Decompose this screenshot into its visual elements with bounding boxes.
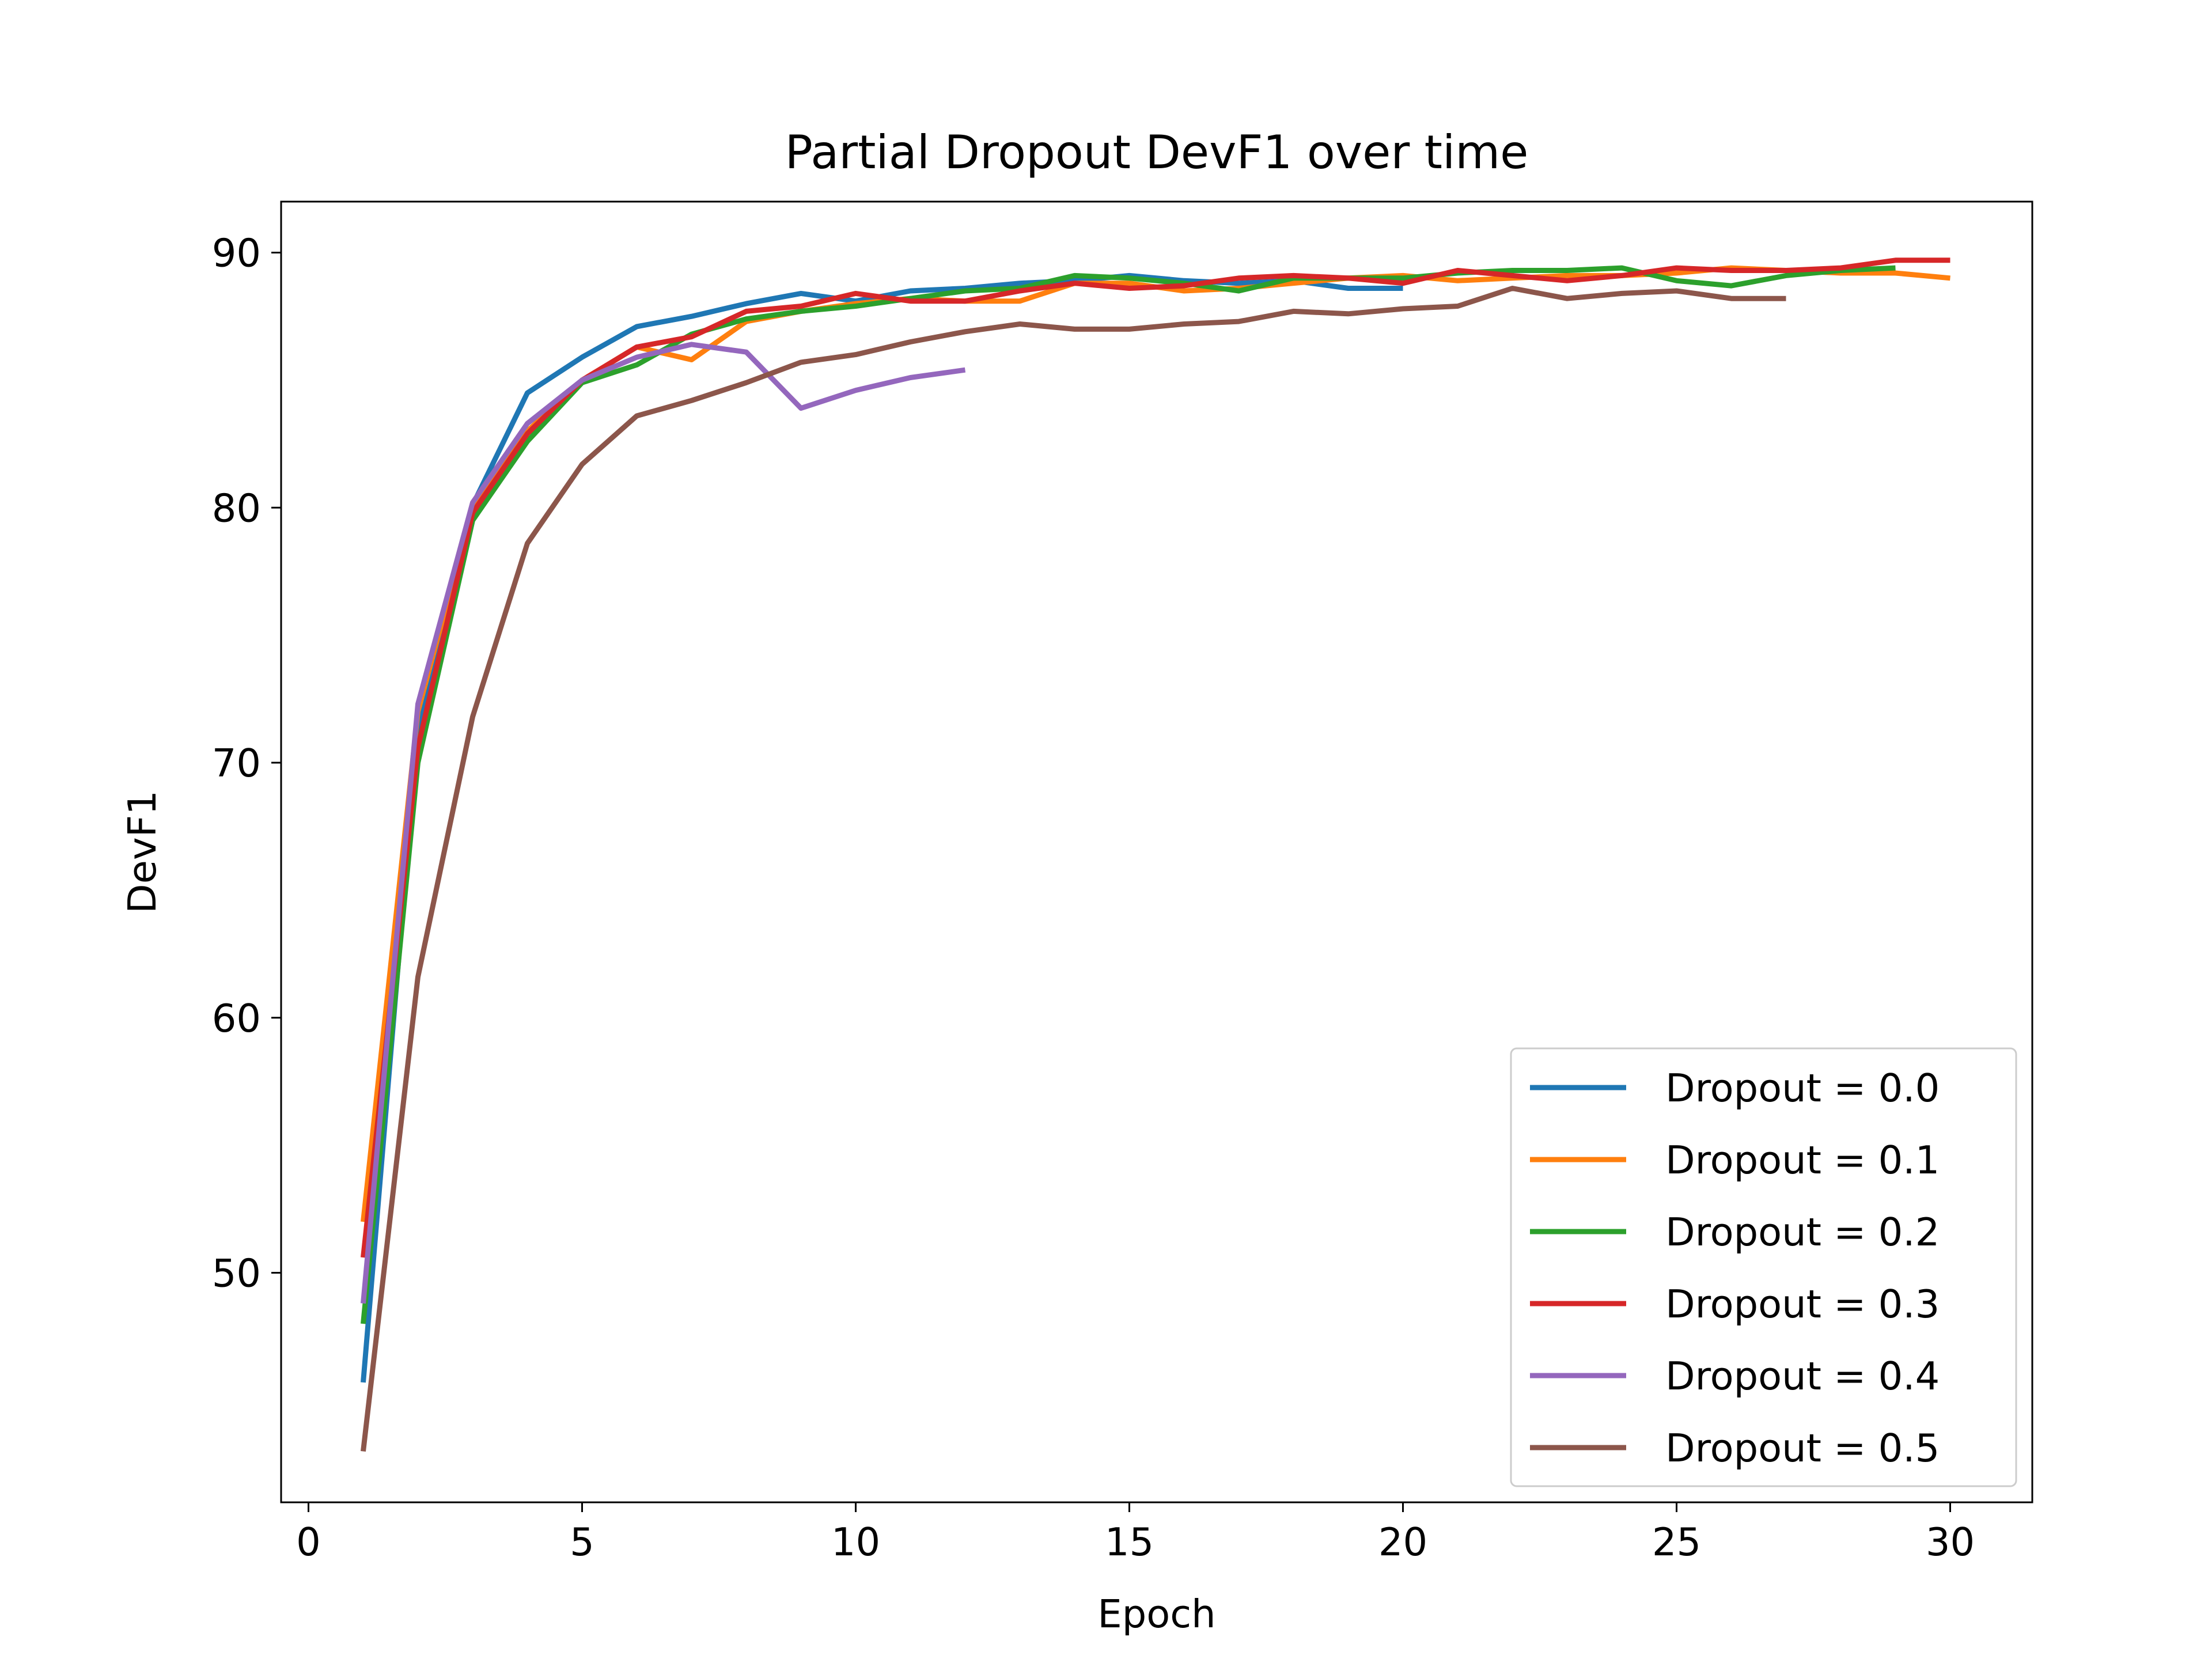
x-tick-label: 10 [831,1520,880,1565]
x-tick-label: 5 [570,1520,594,1565]
y-tick-label: 50 [212,1251,261,1296]
x-axis: 0 5 10 15 20 25 30 [296,1502,1975,1565]
legend-entry-4: Dropout = 0.4 [1665,1354,1940,1399]
legend-entry-1: Dropout = 0.1 [1665,1138,1940,1183]
series-line-4 [361,342,966,1304]
x-tick-label: 15 [1105,1520,1154,1565]
x-axis-label: Epoch [1097,1592,1215,1637]
y-tick-label: 80 [212,486,261,531]
legend-entry-5: Dropout = 0.5 [1665,1426,1940,1471]
x-tick-label: 20 [1378,1520,1427,1565]
legend-entry-3: Dropout = 0.3 [1665,1282,1940,1327]
y-axis: 50 60 70 80 90 [212,231,281,1296]
legend-entry-2: Dropout = 0.2 [1665,1210,1940,1255]
series-layer [361,257,1950,1452]
y-axis-label: DevF1 [120,790,165,914]
x-tick-label: 30 [1926,1520,1975,1565]
y-tick-label: 70 [212,741,261,786]
series-line-5 [361,286,1786,1452]
chart-title: Partial Dropout DevF1 over time [785,126,1529,179]
y-tick-label: 90 [212,231,261,276]
y-tick-label: 60 [212,996,261,1041]
legend-entry-0: Dropout = 0.0 [1665,1066,1940,1111]
legend-box [1510,1047,2017,1487]
x-tick-label: 25 [1652,1520,1701,1565]
series-line-3 [361,257,1950,1258]
plot-frame [280,200,2033,1503]
legend: Dropout = 0.0 Dropout = 0.1 Dropout = 0.2 D… [1510,1047,2017,1487]
x-tick-label: 0 [296,1520,321,1565]
